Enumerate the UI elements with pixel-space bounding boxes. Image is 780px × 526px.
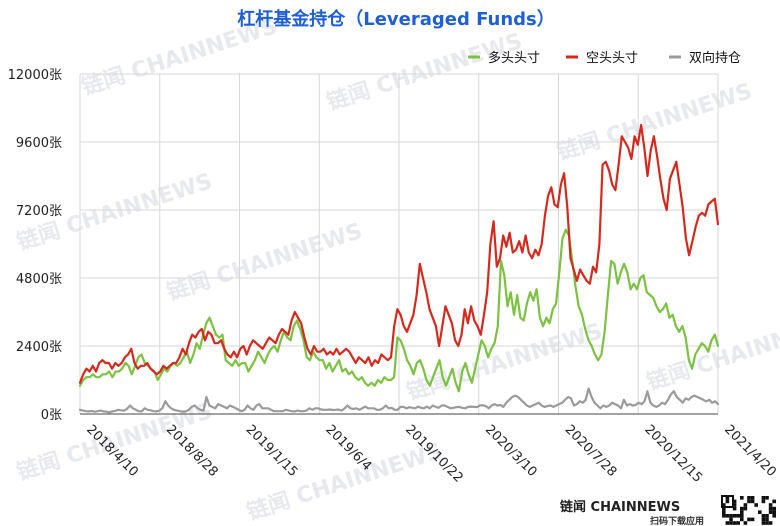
qr-cell xyxy=(768,521,773,525)
qr-cell xyxy=(740,514,744,518)
qr-cell xyxy=(761,496,766,500)
qr-cell xyxy=(768,506,773,511)
qr-cell xyxy=(761,521,766,525)
brand-name: 链闻 CHAINNEWS xyxy=(559,499,680,515)
qr-cell xyxy=(725,499,730,504)
qr-cell xyxy=(732,521,737,525)
legend-label-long: 多头头寸 xyxy=(488,50,540,66)
qr-finder xyxy=(721,495,734,508)
y-tick-label: 0张 xyxy=(41,408,62,423)
watermark-text: 链闻 CHAINNEWS xyxy=(404,318,605,406)
qr-cell xyxy=(722,506,726,511)
qr-cell xyxy=(768,503,773,507)
y-axis: 12000张 9600张 7200张 4800张 2400张 0张 xyxy=(8,68,62,423)
legend-label-spread: 双向持仓 xyxy=(689,50,741,66)
x-tick-label: 2020/12/15 xyxy=(641,422,705,486)
qr-cell xyxy=(729,514,733,518)
qr-cell xyxy=(725,514,730,518)
qr-cell xyxy=(747,517,751,522)
qr-cell xyxy=(765,517,769,522)
qr-cell xyxy=(772,514,776,518)
watermark-text: 链闻 CHAINNEWS xyxy=(644,308,780,396)
qr-cell xyxy=(722,514,726,518)
qr-cell xyxy=(761,517,766,522)
qr-cell xyxy=(761,514,766,518)
y-tick-label: 9600张 xyxy=(16,136,62,151)
qr-cell xyxy=(740,510,744,514)
qr-cell xyxy=(732,506,737,511)
qr-cell xyxy=(765,496,769,500)
watermark-text: 链闻 CHAINNEWS xyxy=(554,78,755,166)
qr-cell xyxy=(765,521,769,525)
qr-cell xyxy=(736,521,740,525)
qr-cell xyxy=(747,496,751,500)
qr-cell xyxy=(747,499,751,504)
x-tick-label: 2019/1/15 xyxy=(243,422,301,480)
legend: 多头头寸 空头头寸 双向持仓 xyxy=(468,50,741,66)
qr-cell xyxy=(743,521,748,525)
x-tick-label: 2020/3/10 xyxy=(482,422,540,480)
qr-cell xyxy=(754,503,758,507)
y-tick-label: 12000张 xyxy=(8,68,62,83)
x-tick-label: 2019/6/4 xyxy=(322,422,374,474)
qr-cell xyxy=(772,506,776,511)
y-tick-label: 7200张 xyxy=(16,204,62,219)
qr-cell xyxy=(740,506,744,511)
qr-cell xyxy=(750,496,755,500)
series-line-spread xyxy=(78,387,720,414)
qr-cell xyxy=(750,517,755,522)
qr-cell xyxy=(740,517,744,522)
y-tick-label: 2400张 xyxy=(16,340,62,355)
brand-subtitle: 扫码下载应用 xyxy=(650,515,704,526)
legend-label-short: 空头头寸 xyxy=(586,51,638,66)
series-layer xyxy=(78,123,720,414)
watermark-text: 链闻 CHAINNEWS xyxy=(164,218,365,306)
x-tick-label: 2018/8/28 xyxy=(163,422,221,480)
qr-cell xyxy=(768,510,773,514)
qr-cell xyxy=(732,499,737,504)
qr-cell xyxy=(736,514,740,518)
qr-cell xyxy=(725,496,730,500)
x-tick-label: 2021/4/20 xyxy=(721,422,779,480)
qr-cell xyxy=(740,496,744,500)
x-tick-label: 2020/7/28 xyxy=(562,422,620,480)
qr-cell xyxy=(772,499,776,504)
brand-footer: 链闻 CHAINNEWS 扫码下载应用 xyxy=(559,494,778,526)
grid-lines xyxy=(79,73,719,415)
qr-cell xyxy=(761,499,766,504)
qr-cell xyxy=(732,503,737,507)
chart-title: 杠杆基金持仓（Leveraged Funds） xyxy=(237,8,555,30)
qr-cell xyxy=(743,503,748,507)
qr-cell xyxy=(765,514,769,518)
qr-cell xyxy=(743,506,748,511)
qr-cell xyxy=(729,521,733,525)
qr-cell xyxy=(750,499,755,504)
qr-cell xyxy=(722,503,726,507)
watermark-text: 链闻 CHAINNEWS xyxy=(324,28,525,116)
qr-code-icon xyxy=(720,494,778,526)
qr-cell xyxy=(729,517,733,522)
qr-cell xyxy=(732,514,737,518)
qr-cell xyxy=(725,521,730,525)
y-tick-label: 4800张 xyxy=(16,272,62,287)
qr-cell xyxy=(722,510,726,514)
series-line-short xyxy=(78,123,720,384)
qr-cell xyxy=(772,510,776,514)
qr-cell xyxy=(758,510,762,514)
